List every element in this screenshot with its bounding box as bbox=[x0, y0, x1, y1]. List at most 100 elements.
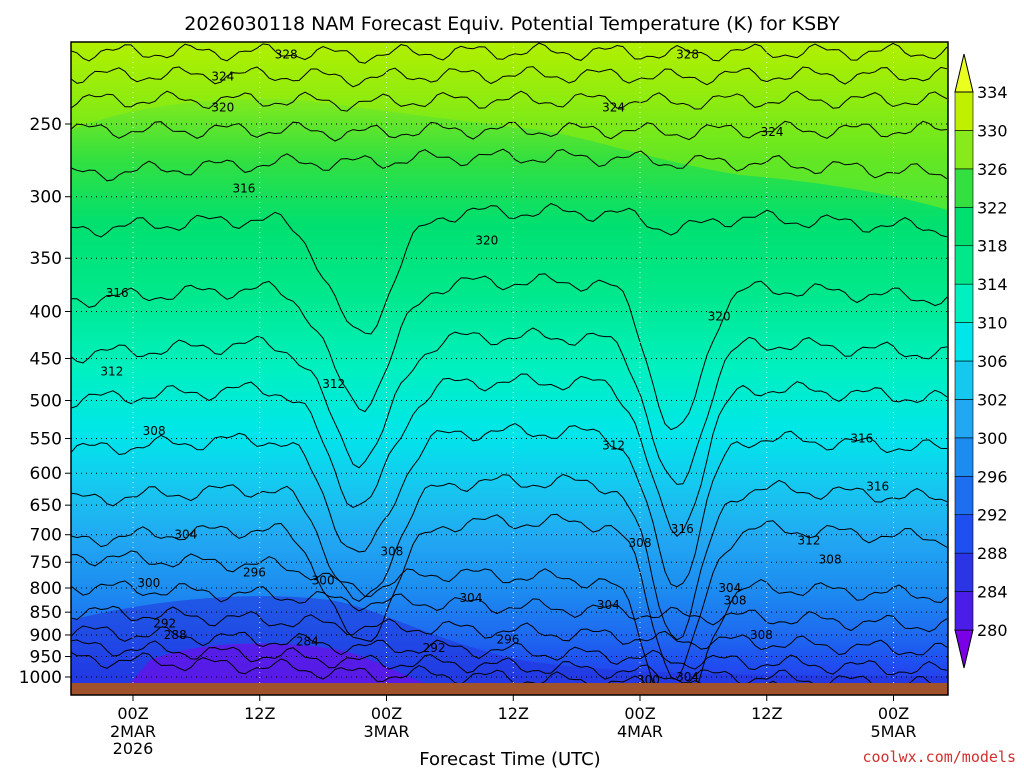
y-tick-label: 550 bbox=[30, 430, 62, 450]
contour-label: 304 bbox=[676, 670, 699, 684]
x-axis-label: Forecast Time (UTC) bbox=[419, 749, 600, 768]
contour-label: 304 bbox=[174, 528, 197, 542]
terrain-surface bbox=[71, 683, 948, 695]
contour-label: 320 bbox=[211, 101, 234, 115]
contour-label: 316 bbox=[671, 522, 694, 536]
y-tick-label: 350 bbox=[30, 249, 62, 269]
colorbar-segment bbox=[954, 322, 974, 362]
contour-label: 296 bbox=[497, 632, 520, 646]
contour-label: 308 bbox=[724, 593, 747, 607]
colorbar-segment bbox=[954, 130, 974, 170]
colorbar-segment bbox=[954, 91, 974, 131]
contour-label: 284 bbox=[296, 635, 319, 649]
colorbar-segment bbox=[954, 283, 974, 323]
contour-label: 296 bbox=[243, 566, 266, 580]
x-tick-label: 12Z bbox=[498, 704, 529, 723]
y-tick-label: 800 bbox=[30, 579, 62, 599]
contour-line bbox=[71, 550, 948, 695]
contour-label: 304 bbox=[597, 598, 620, 612]
x-tick-sublabel: 3MAR bbox=[363, 722, 409, 741]
contour-label: 312 bbox=[322, 377, 345, 391]
y-tick-label: 700 bbox=[30, 526, 62, 546]
contour-label: 324 bbox=[602, 101, 625, 115]
contour-line bbox=[71, 422, 948, 588]
x-tick-label: 00Z bbox=[878, 704, 909, 723]
y-tick-label: 450 bbox=[30, 349, 62, 369]
colorbar-label: 300 bbox=[977, 429, 1008, 448]
colorbar-segment bbox=[954, 206, 974, 247]
contour-line bbox=[71, 148, 948, 182]
colorbar-label: 280 bbox=[977, 621, 1008, 640]
contour-label: 304 bbox=[718, 581, 741, 595]
contour-label: 292 bbox=[423, 641, 446, 655]
contour-label: 312 bbox=[100, 365, 123, 379]
contour-line bbox=[71, 327, 948, 485]
contour-label: 320 bbox=[708, 309, 731, 323]
y-tick-label: 500 bbox=[30, 392, 62, 412]
pressure-gridlines bbox=[71, 123, 948, 678]
colorbar-segment bbox=[954, 168, 974, 208]
contour-label: 324 bbox=[211, 70, 234, 84]
colorbar-label: 314 bbox=[977, 275, 1008, 294]
contour-label: 308 bbox=[380, 544, 403, 558]
contour-label: 316 bbox=[850, 432, 873, 446]
credit-label: coolwx.com/models bbox=[862, 748, 1016, 766]
colorbar-segment bbox=[954, 245, 974, 285]
y-tick-label: 750 bbox=[30, 553, 62, 573]
contour-label: 288 bbox=[164, 628, 187, 642]
y-tick-label: 600 bbox=[30, 464, 62, 484]
contour-line bbox=[71, 373, 948, 538]
contour-line bbox=[71, 66, 948, 88]
x-tick-label: 00Z bbox=[371, 704, 402, 723]
colorbar-segment bbox=[954, 399, 974, 439]
y-tick-label: 250 bbox=[30, 115, 62, 135]
x-tick-sublabel: 2MAR bbox=[110, 722, 156, 741]
x-tick-label: 12Z bbox=[244, 704, 275, 723]
contour-label: 292 bbox=[153, 617, 176, 631]
colorbar: 280 284 288 292 296 300 302 306 310 314 318 322 326 3… bbox=[954, 53, 1008, 669]
colorbar-low-arrow bbox=[954, 629, 974, 669]
colorbar-label: 326 bbox=[977, 160, 1008, 179]
y-tick-label: 950 bbox=[30, 648, 62, 668]
high-theta-region bbox=[71, 42, 948, 210]
colorbar-segment bbox=[954, 437, 974, 477]
y-tick-label: 400 bbox=[30, 302, 62, 322]
contour-line bbox=[71, 605, 948, 656]
colorbar-label: 310 bbox=[977, 314, 1008, 333]
colorbar-segment bbox=[954, 591, 974, 631]
y-tick-label: 300 bbox=[30, 188, 62, 208]
colorbar-label: 284 bbox=[977, 583, 1008, 602]
y-tick-label: 850 bbox=[30, 603, 62, 623]
contour-label: 308 bbox=[629, 536, 652, 550]
colorbar-label: 322 bbox=[977, 198, 1008, 217]
contour-label: 324 bbox=[761, 125, 784, 139]
x-tick-label: 00Z bbox=[624, 704, 655, 723]
colorbar-label: 292 bbox=[977, 506, 1008, 525]
contour-line bbox=[71, 580, 948, 633]
colorbar-label: 334 bbox=[977, 83, 1008, 102]
x-tick-label: 00Z bbox=[117, 704, 148, 723]
contour-line bbox=[71, 42, 948, 64]
colorbar-label: 296 bbox=[977, 467, 1008, 486]
contour-line bbox=[71, 473, 948, 641]
x-tick-sublabel: 2026 bbox=[113, 739, 154, 758]
colorbar-label: 302 bbox=[977, 390, 1008, 409]
contour-labels: 328 328 324 324 324 320 320 320 316 316 316 316 316 3… bbox=[100, 47, 889, 687]
contour-label: 300 bbox=[137, 576, 160, 590]
contour-label: 312 bbox=[798, 533, 821, 547]
contour-label: 328 bbox=[275, 47, 298, 61]
contour-line bbox=[71, 273, 948, 431]
contour-label: 308 bbox=[143, 424, 166, 438]
contour-label: 304 bbox=[460, 591, 483, 605]
contour-label: 320 bbox=[475, 234, 498, 248]
contour-label: 308 bbox=[750, 628, 773, 642]
colorbar-high-arrow bbox=[954, 53, 974, 93]
contour-line bbox=[71, 203, 948, 335]
colorbar-segment bbox=[954, 360, 974, 400]
x-tick-sublabel: 5MAR bbox=[870, 722, 916, 741]
contour-line bbox=[71, 120, 948, 142]
y-tick-label: 1000 bbox=[19, 668, 62, 688]
plot-background bbox=[71, 42, 948, 695]
